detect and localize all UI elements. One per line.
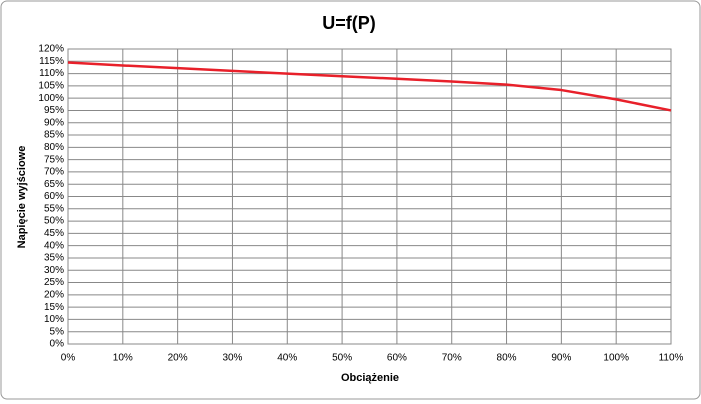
x-tick-label: 90% — [551, 353, 571, 364]
x-tick-label: 40% — [277, 353, 297, 364]
y-tick-label: 65% — [44, 179, 64, 190]
y-tick-label: 95% — [44, 105, 64, 116]
y-tick-label: 5% — [50, 326, 65, 337]
y-tick-label: 105% — [38, 81, 64, 92]
y-tick-label: 85% — [44, 130, 64, 141]
y-tick-label: 25% — [44, 277, 64, 288]
x-tick-label: 0% — [61, 353, 76, 364]
plot-frame — [67, 48, 672, 345]
x-tick-label: 50% — [332, 353, 352, 364]
y-tick-label: 45% — [44, 228, 64, 239]
y-tick-label: 115% — [39, 56, 64, 67]
x-tick-label: 10% — [113, 353, 133, 364]
y-tick-label: 40% — [44, 240, 64, 251]
x-tick-label: 80% — [497, 353, 517, 364]
line — [67, 61, 672, 112]
y-tick-label: 55% — [44, 203, 64, 214]
y-tick-label: 80% — [44, 142, 64, 153]
y-axis-label: Napięcie wyjściowe — [16, 146, 28, 249]
x-tick-label: 60% — [387, 353, 407, 364]
x-tick-label: 20% — [168, 353, 188, 364]
x-tick-label: 100% — [603, 353, 629, 364]
y-tick-label: 100% — [38, 93, 64, 104]
y-tick-label: 75% — [44, 154, 64, 165]
y-tick-label: 90% — [44, 117, 64, 128]
y-tick-label: 0% — [50, 339, 65, 350]
y-tick-label: 30% — [44, 265, 64, 276]
x-axis-label: Obciążenie — [341, 372, 399, 384]
y-tick-label: 60% — [44, 191, 64, 202]
y-tick-label: 35% — [44, 253, 64, 264]
x-tick-label: 30% — [222, 353, 242, 364]
x-tick-label: 110% — [659, 353, 684, 364]
y-tick-label: 50% — [44, 216, 64, 227]
chart-title: U=f(P) — [322, 13, 376, 33]
y-tick-label: 20% — [44, 289, 64, 300]
y-tick-label: 15% — [44, 302, 64, 313]
y-tick-label: 120% — [38, 44, 64, 55]
y-tick-label: 70% — [44, 167, 64, 178]
x-tick-label: 70% — [442, 353, 462, 364]
y-tick-label: 110% — [39, 68, 64, 79]
y-tick-label: 10% — [44, 314, 64, 325]
